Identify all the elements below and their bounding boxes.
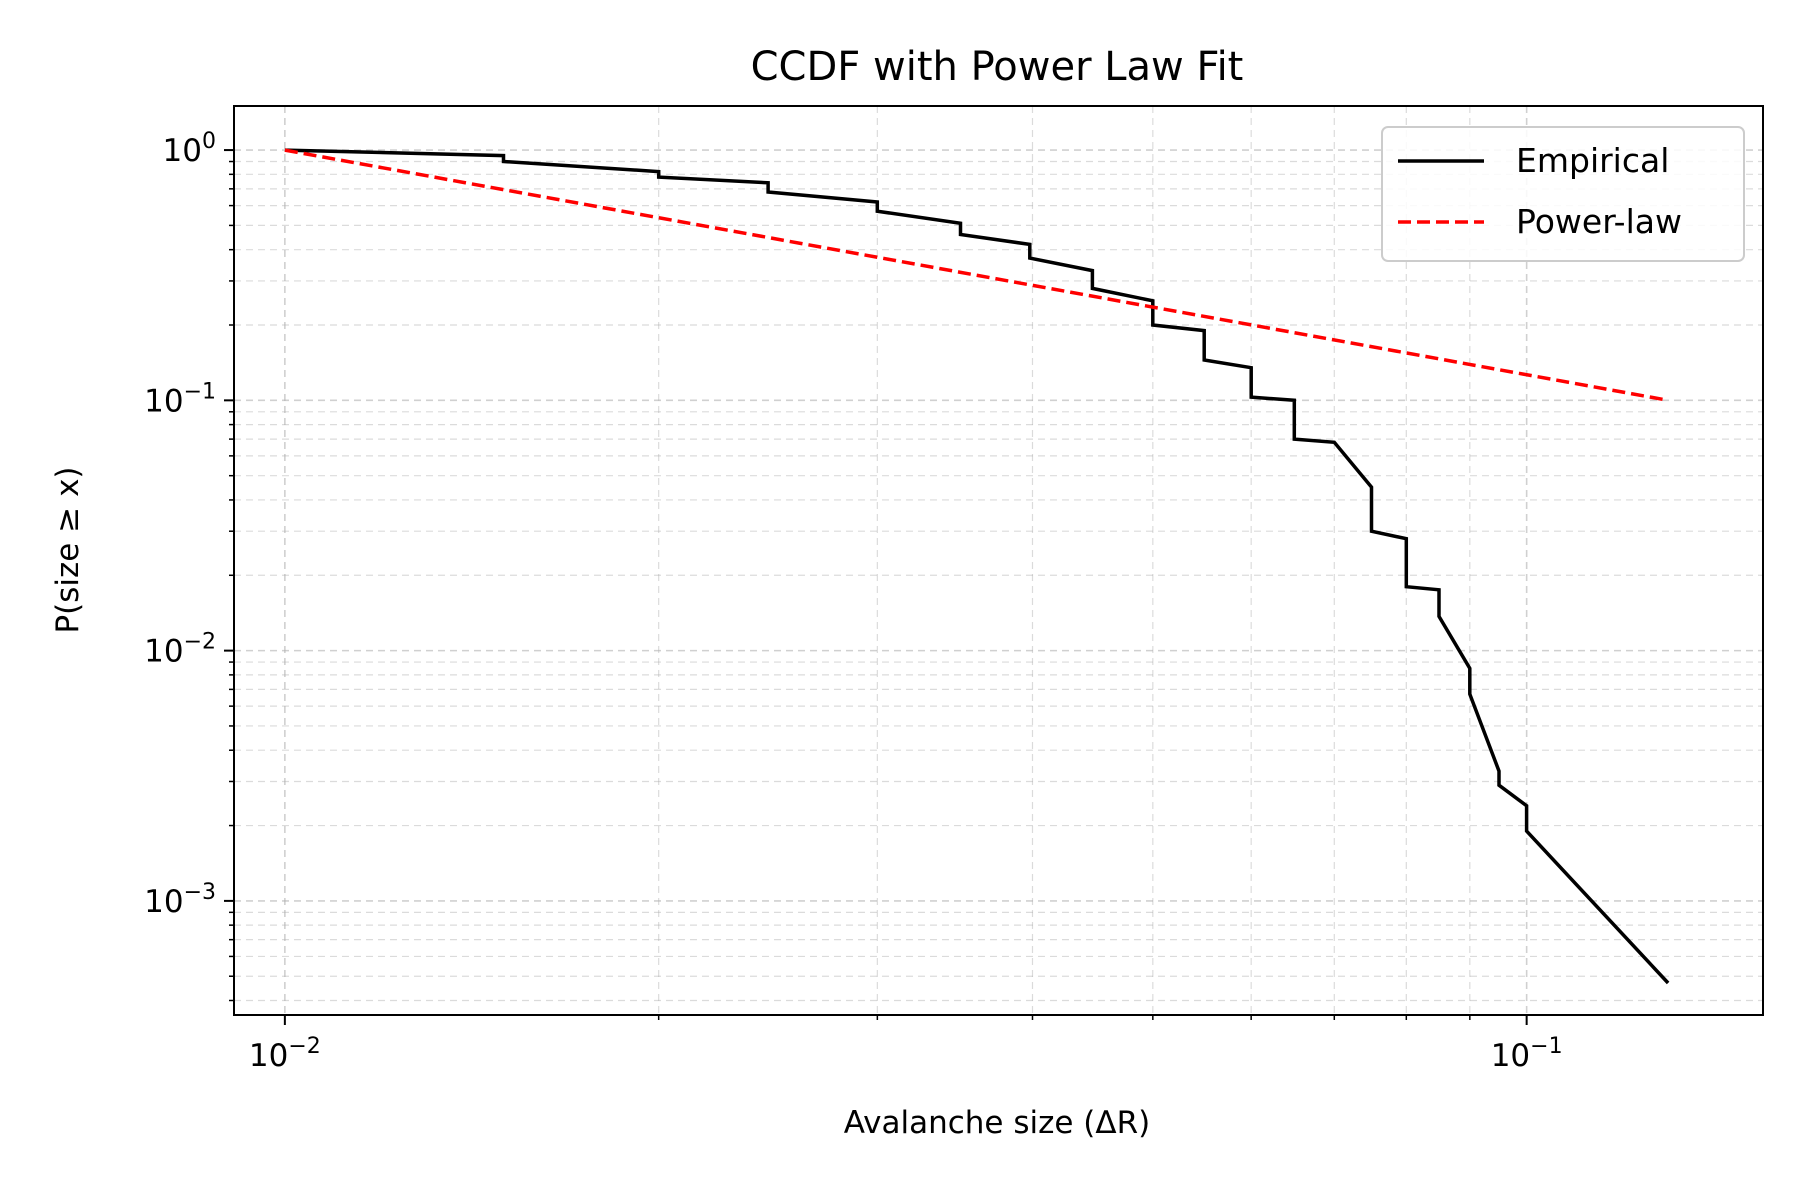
x-tick-label: 10−1: [1491, 1034, 1563, 1074]
tick-layer: 10−2 10−1 100 10−1 10−2 10−3: [144, 129, 1562, 1074]
y-tick-label: 100: [163, 129, 216, 169]
series-power-law-line: [284, 148, 1669, 403]
series-layer: [284, 148, 1670, 985]
x-tick-label: 10−2: [249, 1034, 321, 1074]
legend: Empirical Power-law: [1381, 126, 1745, 262]
y-tick-label: 10−2: [144, 630, 216, 670]
y-tick-label: 10−1: [144, 379, 216, 419]
series-empirical-line: [284, 148, 1670, 985]
legend-empirical-label: Empirical: [1516, 141, 1669, 180]
y-axis-label: P(size ≥ x): [50, 466, 86, 633]
y-tick-label: 10−3: [144, 880, 216, 920]
legend-powerlaw-label: Power-law: [1516, 202, 1682, 241]
chart-title: CCDF with Power Law Fit: [751, 44, 1244, 90]
plot-frame: [233, 105, 1764, 1016]
x-axis-label: Avalanche size (ΔR): [844, 1105, 1151, 1141]
